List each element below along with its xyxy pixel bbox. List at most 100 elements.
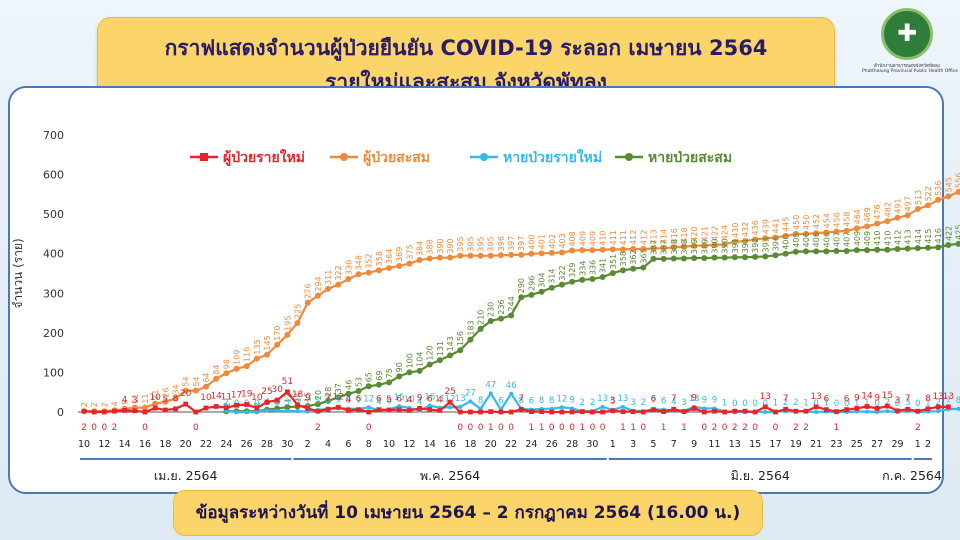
- data-label-cum_recovered: 210: [477, 310, 486, 325]
- data-label-new_recovered: 2: [224, 398, 229, 408]
- data-label-cum_cases: 395: [466, 236, 475, 251]
- data-range-text: ข้อมูลระหว่างวันที่ 10 เมษายน 2564 – 2 ก…: [195, 503, 741, 523]
- x-tick-label: 18: [464, 439, 476, 450]
- data-point-cum_cases: [711, 242, 718, 249]
- data-label-new_cases: 13: [932, 392, 943, 402]
- x-tick-label: 28: [261, 439, 273, 450]
- data-label-new_recovered: 11: [434, 395, 445, 405]
- data-label-new_cases: 19: [241, 389, 253, 399]
- data-label-new_cases: 18: [292, 390, 304, 400]
- data-label-new_recovered: 1: [854, 399, 859, 409]
- data-label-new_cases: 13: [810, 392, 821, 402]
- x-tick-label: 1: [610, 439, 616, 450]
- month-label: เม.ย. 2564: [154, 468, 218, 483]
- data-point-new_cases: [427, 407, 433, 413]
- x-tick-label: 2: [925, 439, 931, 450]
- data-point-cum_cases: [304, 299, 311, 306]
- data-point-cum_cases: [274, 341, 281, 348]
- data-point-cum_recovered: [589, 276, 596, 283]
- data-point-new_cases: [447, 399, 453, 405]
- data-point-new_cases: [284, 389, 290, 395]
- data-label-cum_recovered: 390: [721, 238, 730, 253]
- x-tick-label: 22: [200, 439, 212, 450]
- data-label-new_cases: 9: [417, 393, 423, 403]
- data-label-new_recovered: 9: [702, 395, 707, 405]
- data-label-new_recovered: 8: [325, 396, 330, 406]
- data-point-cum_recovered: [721, 254, 728, 261]
- data-point-new_recovered: [620, 404, 625, 409]
- data-point-new_cases: [681, 409, 687, 415]
- data-label-new_recovered: 0: [732, 399, 737, 409]
- data-label-new_cases: 10: [251, 393, 263, 403]
- data-point-new_cases: [91, 409, 97, 415]
- data-point-new_cases: [203, 405, 209, 411]
- data-point-cum_recovered: [640, 264, 647, 271]
- data-label-new_recovered: 6: [529, 397, 534, 407]
- data-point-cum_cases: [426, 255, 433, 262]
- data-point-cum_recovered: [396, 373, 403, 380]
- data-point-new_cases: [264, 399, 270, 405]
- data-label-new_cases: 6: [356, 395, 362, 405]
- x-tick-label: 2: [305, 439, 311, 450]
- data-label-cum_recovered: 69: [375, 371, 384, 381]
- data-point-cum_recovered: [741, 254, 748, 261]
- data-label-new_cases: 8: [925, 394, 931, 404]
- data-label-new_recovered: 0: [813, 399, 818, 409]
- data-point-new_recovered: [295, 409, 300, 414]
- data-label-new_cases: 9: [305, 393, 311, 403]
- data-point-new_recovered: [875, 410, 880, 414]
- data-label-cum_recovered: 28: [324, 387, 333, 397]
- data-point-new_cases: [630, 409, 636, 415]
- x-tick-label: 10: [78, 439, 90, 450]
- data-label-cum_recovered: 388: [670, 239, 679, 254]
- data-label-new_cases: 7: [325, 394, 331, 404]
- data-point-cum_cases: [558, 249, 565, 256]
- data-label-new_recovered: 2: [935, 398, 940, 408]
- y-tick-label: 100: [43, 366, 64, 379]
- data-point-cum_cases: [670, 244, 677, 251]
- data-point-cum_cases: [752, 236, 759, 243]
- x-tick-label: 21: [810, 439, 822, 450]
- data-point-cum_recovered: [813, 248, 820, 255]
- data-label-new_cases: 1: [630, 423, 636, 433]
- data-label-new_cases: 6: [823, 395, 829, 405]
- data-point-new_recovered: [458, 404, 463, 409]
- data-point-new_cases: [925, 406, 931, 412]
- data-label-new_recovered: 1: [803, 399, 808, 409]
- data-label-new_cases: 0: [640, 423, 646, 433]
- data-label-new_recovered: 10: [404, 395, 415, 405]
- data-label-new_cases: 9: [691, 393, 697, 403]
- data-point-cum_cases: [762, 235, 769, 242]
- y-tick-label: 300: [43, 287, 64, 300]
- data-label-new_cases: 0: [142, 423, 148, 433]
- data-point-new_recovered: [265, 408, 270, 413]
- data-point-new_cases: [864, 404, 870, 409]
- data-point-new_cases: [671, 406, 677, 412]
- data-point-new_cases: [295, 402, 300, 408]
- data-label-cum_cases: 450: [802, 215, 811, 230]
- data-point-cum_recovered: [752, 253, 759, 260]
- data-label-cum_recovered: 407: [832, 232, 841, 247]
- data-label-cum_cases: 397: [517, 236, 526, 251]
- data-point-new_cases: [752, 409, 758, 415]
- data-label-new_cases: 0: [569, 423, 575, 433]
- data-label-cum_cases: 401: [538, 234, 547, 249]
- data-point-new_cases: [651, 407, 656, 413]
- legend-marker-new_cases: [200, 153, 208, 161]
- data-label-new_cases: 6: [427, 395, 433, 405]
- data-label-cum_cases: 412: [629, 230, 638, 245]
- data-label-new_cases: 1: [539, 423, 545, 433]
- data-point-new_cases: [406, 408, 412, 413]
- legend-label-cum_recovered: หายป่วยสะสม: [648, 150, 732, 166]
- data-label-new_recovered: 4: [671, 397, 676, 407]
- data-point-new_cases: [762, 404, 768, 410]
- data-point-cum_recovered: [284, 404, 291, 411]
- data-label-new_cases: 0: [559, 423, 565, 433]
- data-label-new_cases: 0: [549, 423, 555, 433]
- data-label-new_recovered: 8: [956, 396, 960, 406]
- data-point-cum_recovered: [497, 315, 504, 322]
- data-point-new_cases: [366, 409, 372, 415]
- data-label-new_cases: 51: [282, 377, 293, 387]
- data-label-new_cases: 3: [895, 396, 901, 406]
- data-point-cum_recovered: [487, 317, 494, 324]
